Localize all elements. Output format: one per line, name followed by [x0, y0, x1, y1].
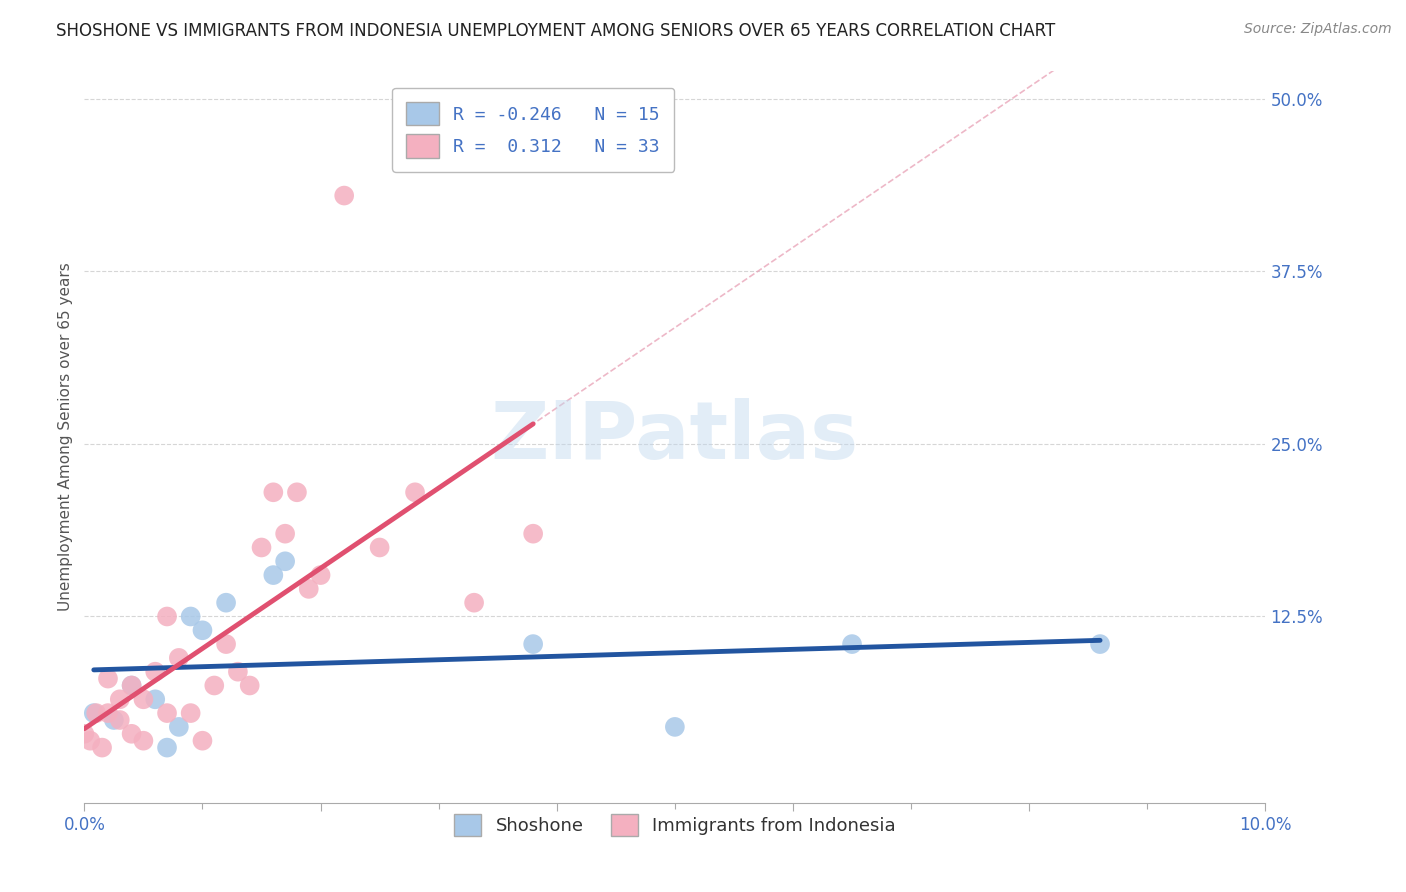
Point [132, 733, 155, 747]
Point [97, 672, 120, 686]
Point [121, 678, 143, 692]
Legend: Shoshone, Immigrants from Indonesia: Shoshone, Immigrants from Indonesia [444, 805, 905, 845]
Point [309, 568, 332, 582]
Point [285, 485, 308, 500]
Point [368, 541, 391, 555]
Point [180, 706, 202, 720]
Point [215, 637, 238, 651]
Point [108, 713, 131, 727]
Point [143, 665, 166, 679]
Point [274, 554, 297, 568]
Text: Source: ZipAtlas.com: Source: ZipAtlas.com [1244, 22, 1392, 37]
Point [91, 740, 114, 755]
Point [215, 596, 238, 610]
Point [132, 692, 155, 706]
Point [239, 678, 262, 692]
Text: SHOSHONE VS IMMIGRANTS FROM INDONESIA UNEMPLOYMENT AMONG SENIORS OVER 65 YEARS C: SHOSHONE VS IMMIGRANTS FROM INDONESIA UN… [56, 22, 1056, 40]
Point [298, 582, 321, 596]
Point [156, 609, 179, 624]
Point [167, 720, 190, 734]
Point [262, 568, 284, 582]
Point [226, 665, 249, 679]
Point [191, 733, 214, 747]
Point [79, 733, 101, 747]
Y-axis label: Unemployment Among Seniors over 65 years: Unemployment Among Seniors over 65 years [58, 263, 73, 611]
Point [143, 692, 166, 706]
Point [522, 637, 544, 651]
Point [167, 651, 190, 665]
Point [73, 727, 96, 741]
Point [97, 706, 120, 720]
Point [156, 740, 179, 755]
Point [262, 485, 284, 500]
Point [180, 609, 202, 624]
Point [202, 678, 225, 692]
Point [84, 706, 107, 720]
Point [191, 624, 214, 638]
Point [274, 526, 297, 541]
Point [108, 692, 131, 706]
Point [250, 541, 273, 555]
Point [83, 706, 105, 720]
Point [664, 720, 686, 734]
Point [841, 637, 863, 651]
Point [121, 678, 143, 692]
Text: ZIPatlas: ZIPatlas [491, 398, 859, 476]
Point [404, 485, 426, 500]
Point [121, 727, 143, 741]
Point [156, 706, 179, 720]
Point [103, 713, 125, 727]
Point [463, 596, 485, 610]
Point [522, 526, 544, 541]
Point [333, 188, 356, 202]
Point [1088, 637, 1111, 651]
